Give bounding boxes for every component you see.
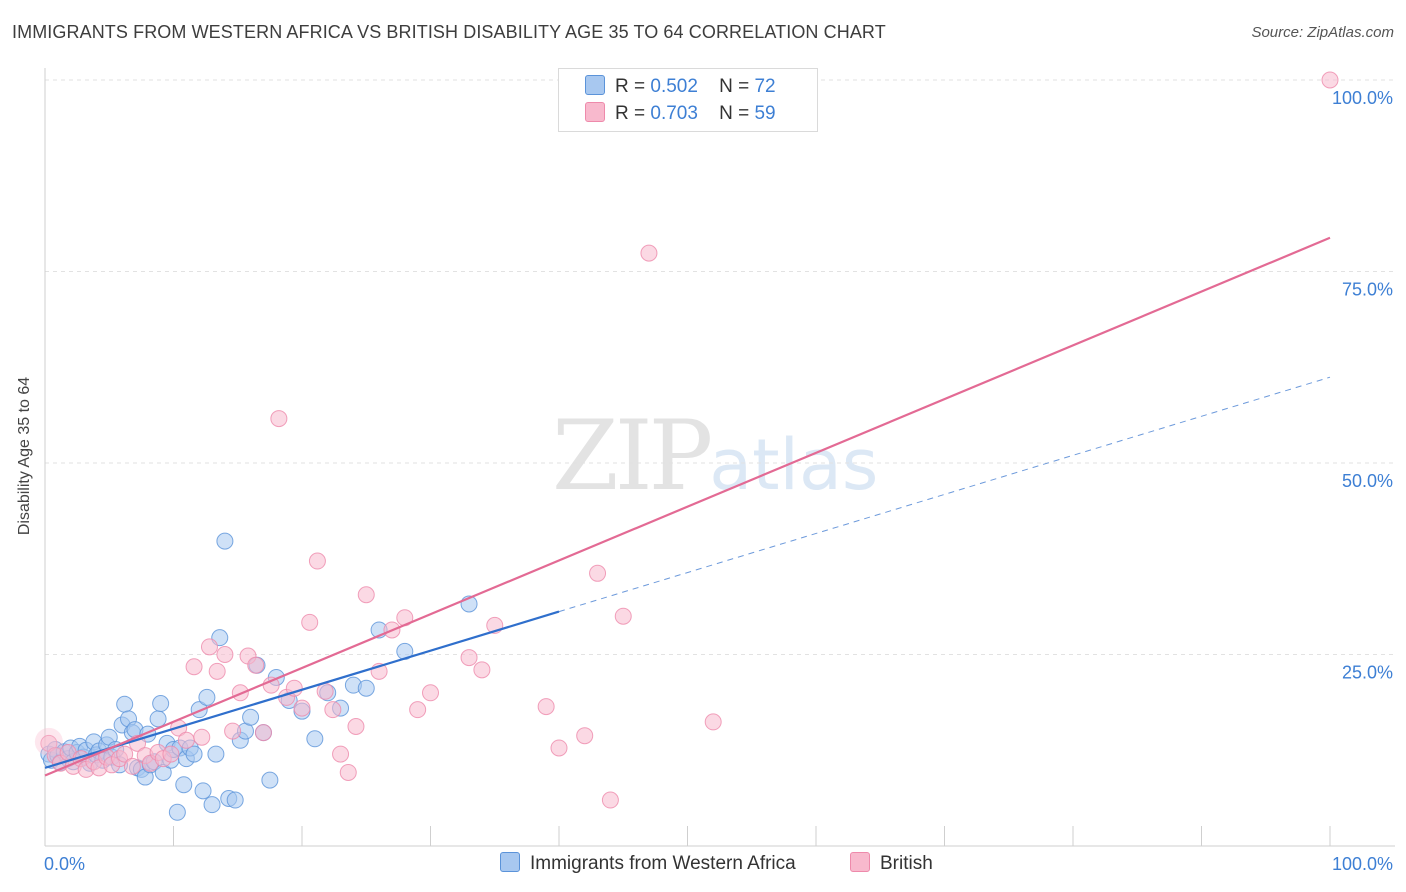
western-africa-trend-line [44,610,560,769]
british-point [200,638,218,656]
british-trend-line [44,236,1331,777]
western-africa-point [216,532,234,550]
bottom-legend-british: British [850,852,933,875]
y-axis-label: Disability Age 35 to 64 [16,376,33,536]
british-point [316,682,334,700]
western-africa-point [116,695,134,713]
british-point [576,727,594,745]
british-point [216,646,234,663]
british-point [347,718,365,736]
legend-row-western-africa: R = 0.502 N = 72 [585,75,776,98]
british-point [537,698,555,716]
british-point [640,244,658,262]
western-africa-point [198,688,216,706]
british-point [601,791,619,809]
point-layer [34,71,1339,821]
british-point [301,613,319,631]
british-point [614,607,632,625]
x-tick-label: 100.0% [1332,854,1393,874]
legend-r-value: 0.502 [650,76,698,97]
legend-n-label: N = [719,103,750,124]
bottom-legend-western-africa: Immigrants from Western Africa [500,852,796,875]
british-point [422,684,439,702]
legend-n-label: N = [719,76,750,97]
axis-layer [44,68,1395,847]
british-point [224,722,242,740]
western-africa-point [149,710,167,728]
y-tick-label: 25.0% [1342,663,1393,683]
y-tick-label: 75.0% [1342,280,1393,300]
british-point [704,713,722,731]
western-africa-point [168,803,186,821]
western-africa-point [185,745,203,763]
trend-layer [44,236,1331,777]
watermark-zip: ZIP [552,400,713,512]
legend-row-british: R = 0.703 N = 59 [585,102,776,125]
british-point [550,739,568,757]
western-africa-point [261,771,279,789]
british-point [162,745,180,763]
grid-layer [45,79,1395,655]
legend-swatch-pink [585,102,605,122]
british-point [116,745,134,763]
british-point [208,662,226,680]
british-point [1321,71,1339,89]
british-point [473,661,491,679]
y-tick-label: 100.0% [1332,88,1393,108]
british-point [270,410,288,428]
legend-n-value: 59 [754,103,776,124]
british-point-cluster [34,727,63,756]
british-point [308,552,326,570]
british-point [247,656,265,674]
legend-r-label: R = [615,103,646,124]
british-point [339,763,357,781]
british-point [123,757,141,775]
british-point [185,658,203,676]
bottom-legend-swatch-blue [500,852,520,872]
british-point [324,701,342,719]
legend-r-label: R = [615,76,646,97]
bottom-legend-label: Immigrants from Western Africa [530,853,796,874]
western-africa-point [152,695,170,713]
x-tick-label: 0.0% [44,854,85,874]
western-africa-point [194,782,212,800]
western-africa-point [207,745,225,763]
source-label: Source: ZipAtlas.com [1251,24,1394,41]
british-point [193,728,211,746]
british-point [254,724,272,742]
western-africa-point [242,708,260,726]
western-africa-point [203,796,221,814]
y-tick-label: 50.0% [1342,471,1393,491]
british-point [332,745,350,763]
british-point [177,731,195,749]
british-point [589,564,607,582]
western-africa-point [306,730,324,748]
british-point [357,586,375,604]
legend-swatch-blue [585,75,605,95]
british-point [293,699,311,717]
british-point [460,649,478,667]
correlation-legend: R = 0.502 N = 72 R = 0.703 N = 59 [558,68,818,132]
western-africa-point [175,776,193,794]
western-africa-point [357,679,375,697]
legend-r-value: 0.703 [650,103,698,124]
bottom-legend-label: British [880,853,933,874]
chart-title: IMMIGRANTS FROM WESTERN AFRICA VS BRITIS… [12,22,886,42]
legend-n-value: 72 [754,76,776,97]
tick-label-layer: 25.0% 50.0% 75.0% 100.0% 0.0% 100.0% [44,88,1393,874]
british-point [409,701,427,719]
bottom-legend-swatch-pink [850,852,870,872]
western-africa-point [226,791,244,809]
western-africa-trend-extension [558,376,1331,613]
